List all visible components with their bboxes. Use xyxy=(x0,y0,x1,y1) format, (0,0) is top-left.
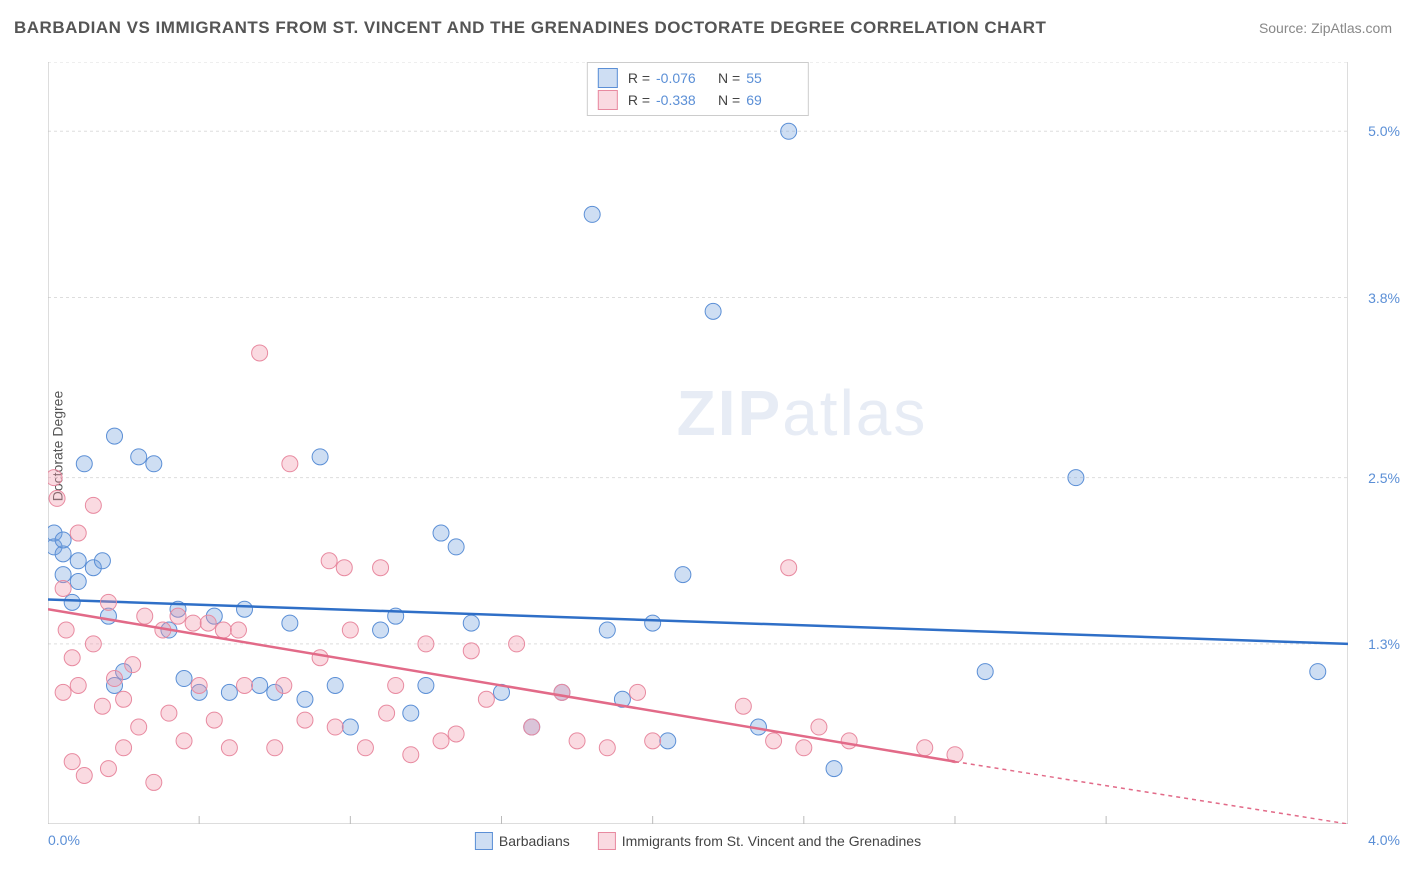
x-tick-min: 0.0% xyxy=(48,832,80,848)
legend-row-1: R = -0.076 N = 55 xyxy=(598,67,798,89)
n-label: N = xyxy=(718,70,740,86)
legend-swatch-pink xyxy=(598,90,618,110)
y-tick: 1.3% xyxy=(1368,636,1400,652)
r-label: R = xyxy=(628,92,650,108)
legend-label: Immigrants from St. Vincent and the Gren… xyxy=(622,833,921,849)
chart-area: ZIPatlas R = -0.076 N = 55 R = -0.338 N … xyxy=(48,62,1348,824)
scatter-plot xyxy=(48,62,1348,824)
y-tick: 3.8% xyxy=(1368,290,1400,306)
legend-swatch-blue xyxy=(475,832,493,850)
x-tick-max: 4.0% xyxy=(1368,832,1400,848)
series-legend: Barbadians Immigrants from St. Vincent a… xyxy=(475,832,921,850)
y-tick: 2.5% xyxy=(1368,470,1400,486)
legend-item-2: Immigrants from St. Vincent and the Gren… xyxy=(598,832,921,850)
y-tick: 5.0% xyxy=(1368,123,1400,139)
r-label: R = xyxy=(628,70,650,86)
chart-title: BARBADIAN VS IMMIGRANTS FROM ST. VINCENT… xyxy=(14,18,1046,38)
legend-swatch-pink xyxy=(598,832,616,850)
correlation-legend: R = -0.076 N = 55 R = -0.338 N = 69 xyxy=(587,62,809,116)
legend-item-1: Barbadians xyxy=(475,832,570,850)
n-value: 69 xyxy=(746,92,798,108)
n-label: N = xyxy=(718,92,740,108)
r-value: -0.076 xyxy=(656,70,708,86)
legend-label: Barbadians xyxy=(499,833,570,849)
n-value: 55 xyxy=(746,70,798,86)
legend-row-2: R = -0.338 N = 69 xyxy=(598,89,798,111)
source-label: Source: ZipAtlas.com xyxy=(1259,20,1392,36)
r-value: -0.338 xyxy=(656,92,708,108)
legend-swatch-blue xyxy=(598,68,618,88)
